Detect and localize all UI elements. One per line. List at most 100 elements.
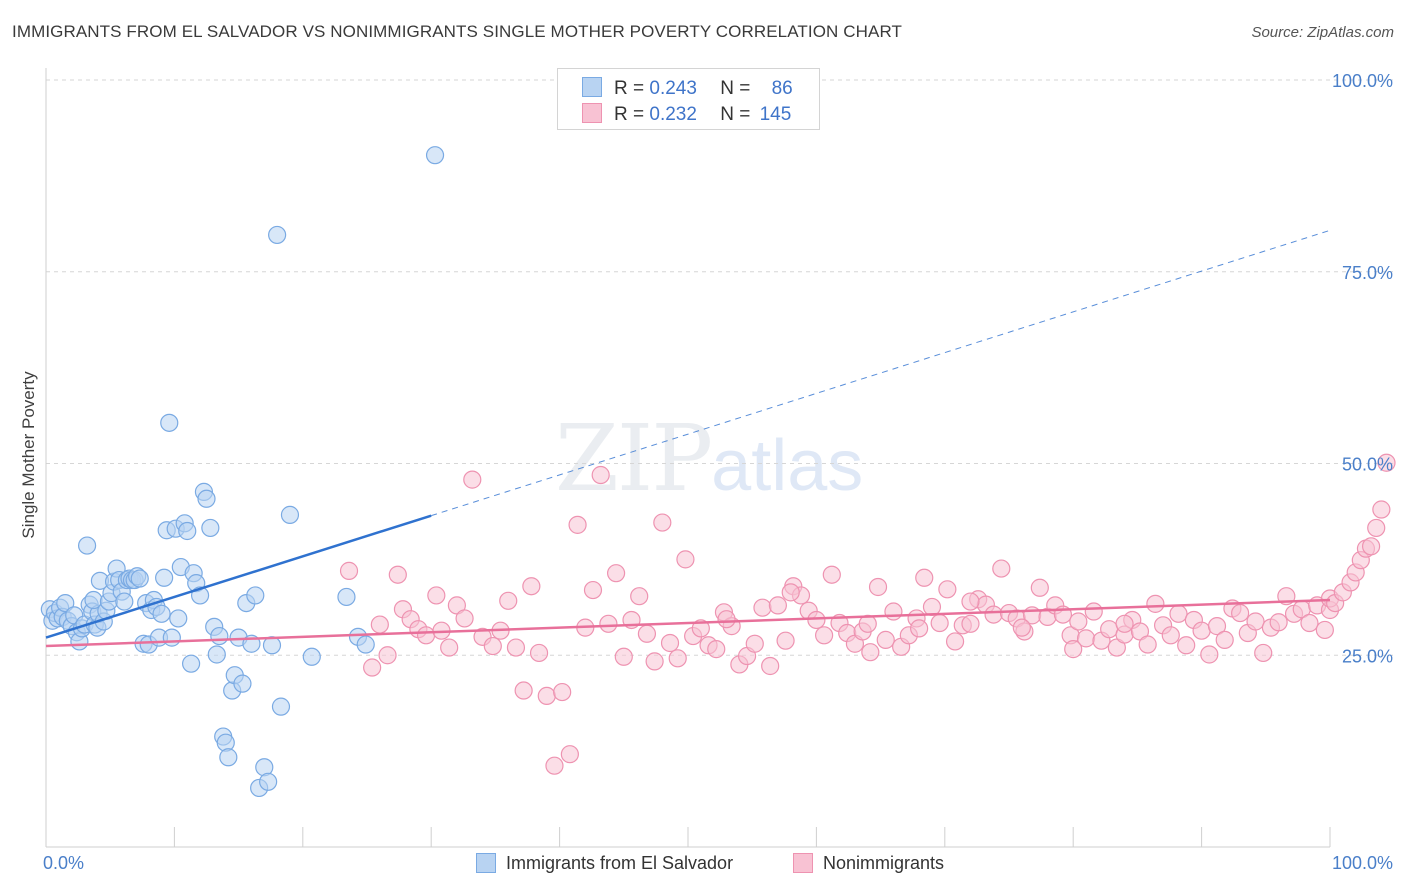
nonimmigrants-point xyxy=(1138,635,1157,654)
el-salvador-point xyxy=(155,568,174,587)
el-salvador-point xyxy=(302,647,321,666)
el-salvador-points xyxy=(40,146,445,798)
nonimmigrants-point xyxy=(861,643,880,662)
nonimmigrants-point xyxy=(1192,621,1211,640)
el-salvador-point xyxy=(201,518,220,538)
y-axis-label: Single Mother Poverty xyxy=(19,371,38,539)
axis-labels: 25.0% 50.0% 75.0% 100.0% 0.0% 100.0% Single Mo… xyxy=(19,71,1393,873)
nonimmigrants-point xyxy=(363,658,382,677)
nonimmigrants-point xyxy=(630,587,649,606)
nonimmigrants-trend-line xyxy=(45,598,1331,648)
n-value: 86 xyxy=(771,78,793,99)
nonimmigrants-point xyxy=(992,559,1011,578)
nonimmigrants-point xyxy=(537,686,556,706)
el-salvador-point xyxy=(207,645,226,664)
el-salvador-point xyxy=(219,748,238,767)
nonimmigrants-point xyxy=(370,615,389,634)
nonimmigrants-point xyxy=(545,756,564,775)
nonimmigrants-point xyxy=(815,626,834,645)
nonimmigrants-point xyxy=(876,630,895,650)
nonimmigrants-point xyxy=(961,592,980,611)
nonimmigrants-point xyxy=(776,631,795,650)
y-tick-label: 75.0% xyxy=(1342,263,1393,283)
nonimmigrants-point xyxy=(514,681,533,700)
nonimmigrants-point xyxy=(483,636,502,656)
nonimmigrants-point xyxy=(1207,617,1227,636)
el-salvador-point xyxy=(271,697,291,716)
x-tick-label: 100.0% xyxy=(1332,853,1393,873)
nonimmigrants-point xyxy=(1064,640,1083,659)
series-legend: Immigrants from El Salvador Nonimmigrant… xyxy=(0,851,1406,879)
nonimmigrants-point xyxy=(1030,578,1049,597)
legend-label: Immigrants from El Salvador xyxy=(506,853,734,873)
nonimmigrants-point xyxy=(822,565,841,584)
nonimmigrants-point xyxy=(668,649,687,668)
nonimmigrants-point xyxy=(1012,618,1031,637)
nonimmigrants-point xyxy=(753,598,772,617)
nonimmigrants-point xyxy=(1100,620,1119,639)
nonimmigrants-point xyxy=(560,745,579,764)
r-label: R = xyxy=(614,104,645,125)
el-salvador-point xyxy=(152,604,171,623)
nonimmigrants-point xyxy=(1246,612,1265,631)
nonimmigrants-point xyxy=(529,643,549,663)
nonimmigrants-point xyxy=(745,634,764,653)
el-salvador-point xyxy=(259,772,278,791)
nonimmigrants-point xyxy=(660,633,680,653)
nonimmigrants-point xyxy=(591,465,610,485)
nonimmigrants-point xyxy=(945,632,965,651)
nonimmigrants-point xyxy=(455,609,474,628)
nonimmigrants-point xyxy=(599,614,618,633)
pink-swatch-icon xyxy=(582,103,602,123)
nonimmigrants-point xyxy=(1146,594,1165,613)
el-salvador-point xyxy=(130,569,149,588)
el-salvador-point xyxy=(56,593,75,613)
trend-lines xyxy=(45,514,1331,648)
el-salvador-point xyxy=(162,628,181,647)
nonimmigrants-point xyxy=(910,619,929,638)
nonimmigrants-point xyxy=(1367,518,1386,538)
nonimmigrants-point xyxy=(1161,626,1180,645)
x-tick-label: 0.0% xyxy=(43,853,84,873)
nonimmigrants-point xyxy=(781,583,800,602)
nonimmigrants-point xyxy=(807,610,826,630)
legend-item-nonimmigrants[interactable]: Nonimmigrants xyxy=(793,853,944,874)
legend-item-el-salvador[interactable]: Immigrants from El Salvador xyxy=(476,853,733,874)
r-label: R = xyxy=(614,78,645,99)
y-tick-label: 50.0% xyxy=(1342,455,1393,475)
el-salvador-point xyxy=(115,592,134,611)
watermark-zip: ZIP xyxy=(555,405,713,512)
nonimmigrants-point xyxy=(637,624,657,643)
nonimmigrants-point xyxy=(606,564,626,583)
el-salvador-point xyxy=(337,587,356,607)
nonimmigrants-point xyxy=(1315,620,1334,640)
axes xyxy=(45,68,1331,848)
nonimmigrants-point xyxy=(1069,612,1088,631)
pink-swatch-icon xyxy=(793,853,813,873)
nonimmigrants-point xyxy=(1269,613,1288,632)
nonimmigrants-point xyxy=(676,550,695,569)
nonimmigrants-point xyxy=(1231,603,1250,623)
stats-legend-row-pink: R = 0.232 N = 145 xyxy=(582,103,791,127)
nonimmigrants-point xyxy=(427,586,446,605)
watermark: ZIPatlas xyxy=(555,405,863,512)
nonimmigrants-point xyxy=(583,580,603,600)
nonimmigrants-point xyxy=(1361,537,1381,556)
nonimmigrants-point xyxy=(884,602,903,621)
el-salvador-point xyxy=(169,609,188,628)
nonimmigrants-point xyxy=(1177,636,1196,655)
el-salvador-point xyxy=(77,536,97,555)
chart-title: IMMIGRANTS FROM EL SALVADOR VS NONIMMIGR… xyxy=(12,22,902,41)
n-label: N = xyxy=(720,104,751,125)
y-tick-label: 100.0% xyxy=(1332,71,1393,91)
el-salvador-point xyxy=(197,489,216,508)
n-value: 145 xyxy=(759,104,792,125)
nonimmigrants-point xyxy=(1169,604,1188,623)
nonimmigrants-point xyxy=(1300,613,1319,633)
nonimmigrants-point xyxy=(568,515,587,534)
nonimmigrants-point xyxy=(938,580,957,599)
el-salvador-trend-extension xyxy=(431,229,1331,517)
nonimmigrants-point xyxy=(339,561,359,580)
el-salvador-point xyxy=(425,146,445,165)
